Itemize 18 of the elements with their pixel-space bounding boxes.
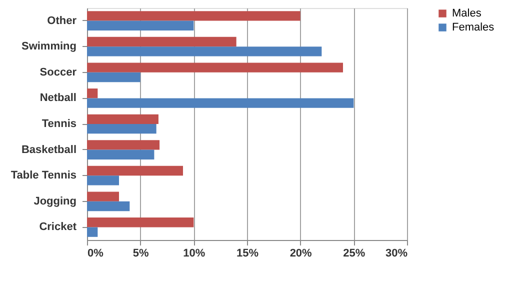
y-tick-label: Soccer bbox=[40, 66, 78, 78]
x-tick-label: 30% bbox=[385, 248, 408, 260]
x-tick-label: 15% bbox=[236, 248, 259, 260]
y-tick-label: Table Tennis bbox=[10, 170, 76, 182]
x-tick-label: 5% bbox=[132, 248, 149, 260]
legend-label: Females bbox=[452, 22, 495, 34]
y-tick-label: Netball bbox=[40, 92, 76, 104]
y-tick-label: Swimming bbox=[21, 40, 76, 53]
y-tick-label: Other bbox=[47, 14, 78, 27]
x-tick-label: 25% bbox=[343, 248, 366, 260]
x-tick-label: 0% bbox=[88, 248, 104, 260]
y-tick-label: Cricket bbox=[39, 221, 77, 234]
y-tick-label: Basketball bbox=[21, 144, 76, 156]
x-tick-label: 10% bbox=[183, 248, 206, 260]
y-tick-label: Jogging bbox=[34, 195, 76, 208]
legend-label: Males bbox=[452, 8, 482, 20]
y-tick-label: Tennis bbox=[42, 118, 76, 130]
x-tick-label: 20% bbox=[290, 248, 312, 260]
